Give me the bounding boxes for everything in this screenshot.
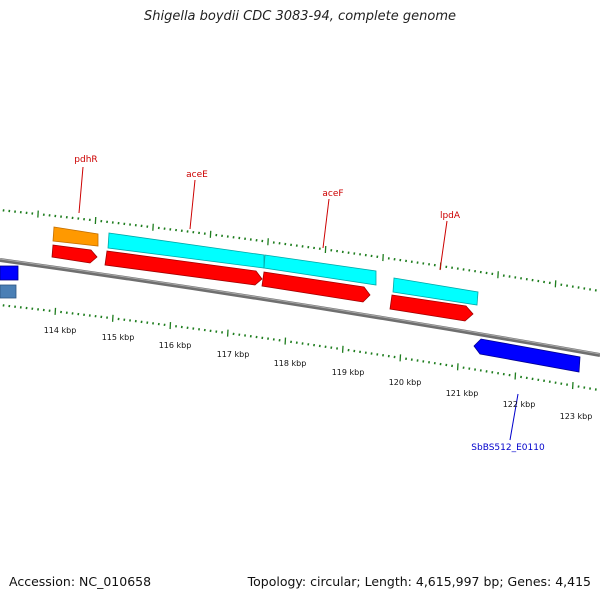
scale-label-121kbp: 121 kbp (446, 389, 479, 398)
cds-steelblue-left-edge[interactable] (0, 284, 17, 299)
label-line-lpdA (439, 220, 448, 271)
cds-lpdA-arrow[interactable] (389, 294, 474, 322)
gene-pdhR-orange[interactable] (52, 226, 99, 247)
scale-label-118kbp: 118 kbp (274, 359, 307, 368)
gene-label-aceE: aceE (186, 170, 208, 180)
scale-label-122kbp: 122 kbp (503, 400, 536, 409)
cds-aceE-arrow[interactable] (104, 250, 263, 286)
gene-label-pdhR: pdhR (74, 155, 97, 165)
lower-tick-ring (2, 304, 597, 391)
label-line-aceE (189, 179, 196, 230)
scale-label-119kbp: 119 kbp (332, 368, 365, 377)
genome-backbone (0, 258, 600, 357)
scale-label-117kbp: 117 kbp (217, 350, 250, 359)
genome-stats-text: Topology: circular; Length: 4,615,997 bp… (247, 574, 591, 589)
label-line-pdhR (78, 166, 84, 214)
accession-text: Accession: NC_010658 (9, 574, 152, 589)
scale-label-120kbp: 120 kbp (389, 378, 422, 387)
cds-aceF-arrow[interactable] (261, 271, 371, 303)
gene-label-SbBS512_E0110: SbBS512_E0110 (471, 443, 545, 453)
gene-lpdA-cyan[interactable] (392, 277, 479, 306)
gene-label-aceF: aceF (322, 189, 343, 199)
cds-pdhR-arrow[interactable] (51, 244, 98, 264)
scale-label-115kbp: 115 kbp (102, 333, 135, 342)
scale-label-114kbp: 114 kbp (44, 326, 77, 335)
upper-tick-ring (2, 209, 597, 292)
cds-blue-left-edge[interactable] (0, 265, 19, 281)
genome-backbone-highlight (0, 258, 600, 355)
gene-aceF-cyan[interactable] (263, 254, 377, 286)
label-line-SbBS512_E0110 (509, 393, 519, 441)
gene-label-lpdA: lpdA (440, 211, 461, 221)
scale-label-116kbp: 116 kbp (159, 341, 192, 350)
map-title: Shigella boydii CDC 3083-94, complete ge… (143, 9, 457, 24)
scale-label-123kbp: 123 kbp (560, 412, 593, 421)
cds-SbBS512_E0110-arrow[interactable] (473, 338, 581, 373)
label-line-aceF (322, 198, 330, 249)
